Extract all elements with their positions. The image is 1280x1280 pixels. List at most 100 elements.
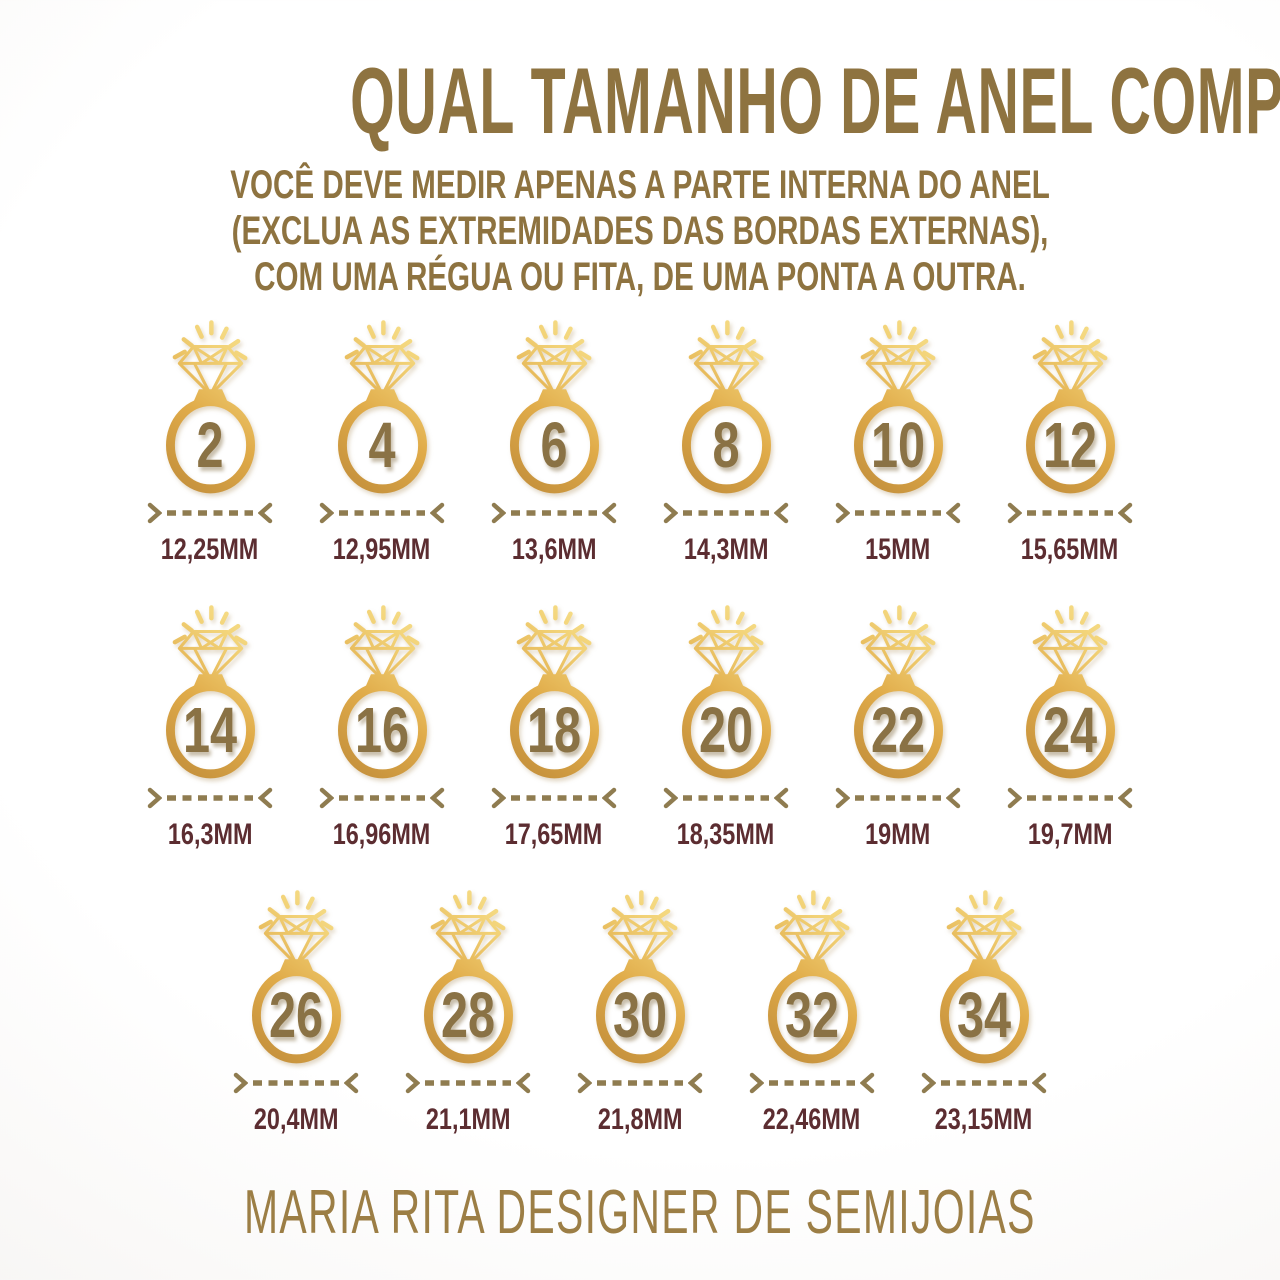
diamond-ring-icon: 6 <box>501 318 608 496</box>
diameter-label: 15,65MM <box>1021 533 1119 566</box>
diameter-label: 19,7MM <box>1027 818 1113 851</box>
chevron-right-icon <box>491 787 506 809</box>
ring-size-item: 22 19MM <box>812 603 984 852</box>
ring-size-item: 30 21,8MM <box>554 888 726 1137</box>
measure-arrows <box>1007 502 1133 524</box>
diamond-ring-icon: 34 <box>931 888 1038 1066</box>
ring-size-number: 26 <box>268 979 324 1052</box>
dashed-measure-line <box>167 510 253 516</box>
chevron-left-icon <box>860 1072 875 1094</box>
ring-size-number: 30 <box>612 979 668 1052</box>
dashed-measure-line <box>855 795 941 801</box>
diamond-ring-icon: 14 <box>157 603 264 781</box>
subtitle: VOCÊ DEVE MEDIR APENAS A PARTE INTERNA D… <box>0 162 1280 300</box>
measure-arrows <box>663 502 789 524</box>
measure-arrows <box>233 1072 359 1094</box>
ring-size-number: 4 <box>368 409 396 482</box>
ring-size-number: 6 <box>540 409 568 482</box>
ring-size-number: 10 <box>870 409 926 482</box>
diamond-ring-icon: 22 <box>845 603 952 781</box>
diamond-ring-icon: 16 <box>329 603 436 781</box>
chevron-left-icon <box>344 1072 359 1094</box>
ring-size-item: 6 13,6MM <box>468 318 640 567</box>
ring-size-item: 24 19,7MM <box>984 603 1156 852</box>
ring-size-item: 32 22,46MM <box>726 888 898 1137</box>
chevron-right-icon <box>491 502 506 524</box>
measure-arrows <box>577 1072 703 1094</box>
chevron-right-icon <box>835 502 850 524</box>
diamond-ring-icon: 18 <box>501 603 608 781</box>
ring-size-item: 18 17,65MM <box>468 603 640 852</box>
size-chart: 2 12,25MM 4 12,95MM 6 13,6MM <box>0 318 1280 1137</box>
chevron-right-icon <box>1007 502 1022 524</box>
ring-size-number: 16 <box>354 694 410 767</box>
ring-size-item: 2 12,25MM <box>124 318 296 567</box>
chevron-left-icon <box>430 502 445 524</box>
ring-size-item: 28 21,1MM <box>382 888 554 1137</box>
diameter-label: 13,6MM <box>511 533 597 566</box>
diameter-label: 12,95MM <box>333 533 431 566</box>
dashed-measure-line <box>683 510 769 516</box>
chevron-right-icon <box>749 1072 764 1094</box>
ring-size-number: 14 <box>182 694 238 767</box>
ring-size-number: 34 <box>956 979 1012 1052</box>
ring-size-number: 8 <box>712 409 740 482</box>
ring-size-item: 34 23,15MM <box>898 888 1070 1137</box>
measure-arrows <box>663 787 789 809</box>
measure-arrows <box>405 1072 531 1094</box>
ring-size-item: 26 20,4MM <box>210 888 382 1137</box>
diamond-ring-icon: 2 <box>157 318 264 496</box>
ring-size-number: 12 <box>1042 409 1098 482</box>
diameter-label: 20,4MM <box>253 1103 339 1136</box>
chevron-right-icon <box>577 1072 592 1094</box>
chevron-left-icon <box>258 502 273 524</box>
chevron-left-icon <box>430 787 445 809</box>
measure-arrows <box>1007 787 1133 809</box>
ring-size-item: 8 14,3MM <box>640 318 812 567</box>
diamond-ring-icon: 28 <box>415 888 522 1066</box>
dashed-measure-line <box>339 510 425 516</box>
chevron-left-icon <box>774 502 789 524</box>
diamond-ring-icon: 20 <box>673 603 780 781</box>
subtitle-line: COM UMA RÉGUA OU FITA, DE UMA PONTA A OU… <box>254 255 1026 299</box>
chevron-right-icon <box>835 787 850 809</box>
measure-arrows <box>921 1072 1047 1094</box>
diameter-label: 16,3MM <box>167 818 253 851</box>
diamond-ring-icon: 30 <box>587 888 694 1066</box>
dashed-measure-line <box>1027 510 1113 516</box>
diameter-label: 22,46MM <box>763 1103 861 1136</box>
ring-size-number: 24 <box>1042 694 1098 767</box>
dashed-measure-line <box>253 1080 339 1086</box>
measure-arrows <box>147 502 273 524</box>
diameter-label: 16,96MM <box>333 818 431 851</box>
diameter-label: 21,8MM <box>597 1103 683 1136</box>
measure-arrows <box>835 787 961 809</box>
ring-size-item: 10 15MM <box>812 318 984 567</box>
diamond-ring-icon: 32 <box>759 888 866 1066</box>
ring-size-number: 2 <box>196 409 224 482</box>
chevron-right-icon <box>319 502 334 524</box>
diameter-label: 18,35MM <box>677 818 775 851</box>
chevron-right-icon <box>405 1072 420 1094</box>
chevron-right-icon <box>1007 787 1022 809</box>
brand-footer: MARIA RITA DESIGNER DE SEMIJOIAS <box>0 1177 1280 1248</box>
diameter-label: 15MM <box>865 533 931 566</box>
ring-size-number: 20 <box>698 694 754 767</box>
subtitle-line: (EXCLUA AS EXTREMIDADES DAS BORDAS EXTER… <box>231 209 1049 253</box>
brand-name: MARIA RITA DESIGNER DE SEMIJOIAS <box>244 1178 1036 1247</box>
chevron-left-icon <box>688 1072 703 1094</box>
page-title-text: QUAL TAMANHO DE ANEL COMPRAR? <box>350 48 1280 153</box>
chevron-left-icon <box>946 502 961 524</box>
diameter-label: 23,15MM <box>935 1103 1033 1136</box>
chevron-right-icon <box>319 787 334 809</box>
diamond-ring-icon: 10 <box>845 318 952 496</box>
header: QUAL TAMANHO DE ANEL COMPRAR? VOCÊ DEVE … <box>0 0 1280 300</box>
diameter-label: 12,25MM <box>161 533 259 566</box>
subtitle-line: VOCÊ DEVE MEDIR APENAS A PARTE INTERNA D… <box>230 163 1050 207</box>
measure-arrows <box>491 502 617 524</box>
diamond-ring-icon: 4 <box>329 318 436 496</box>
chevron-left-icon <box>1118 502 1133 524</box>
dashed-measure-line <box>855 510 941 516</box>
measure-arrows <box>319 502 445 524</box>
